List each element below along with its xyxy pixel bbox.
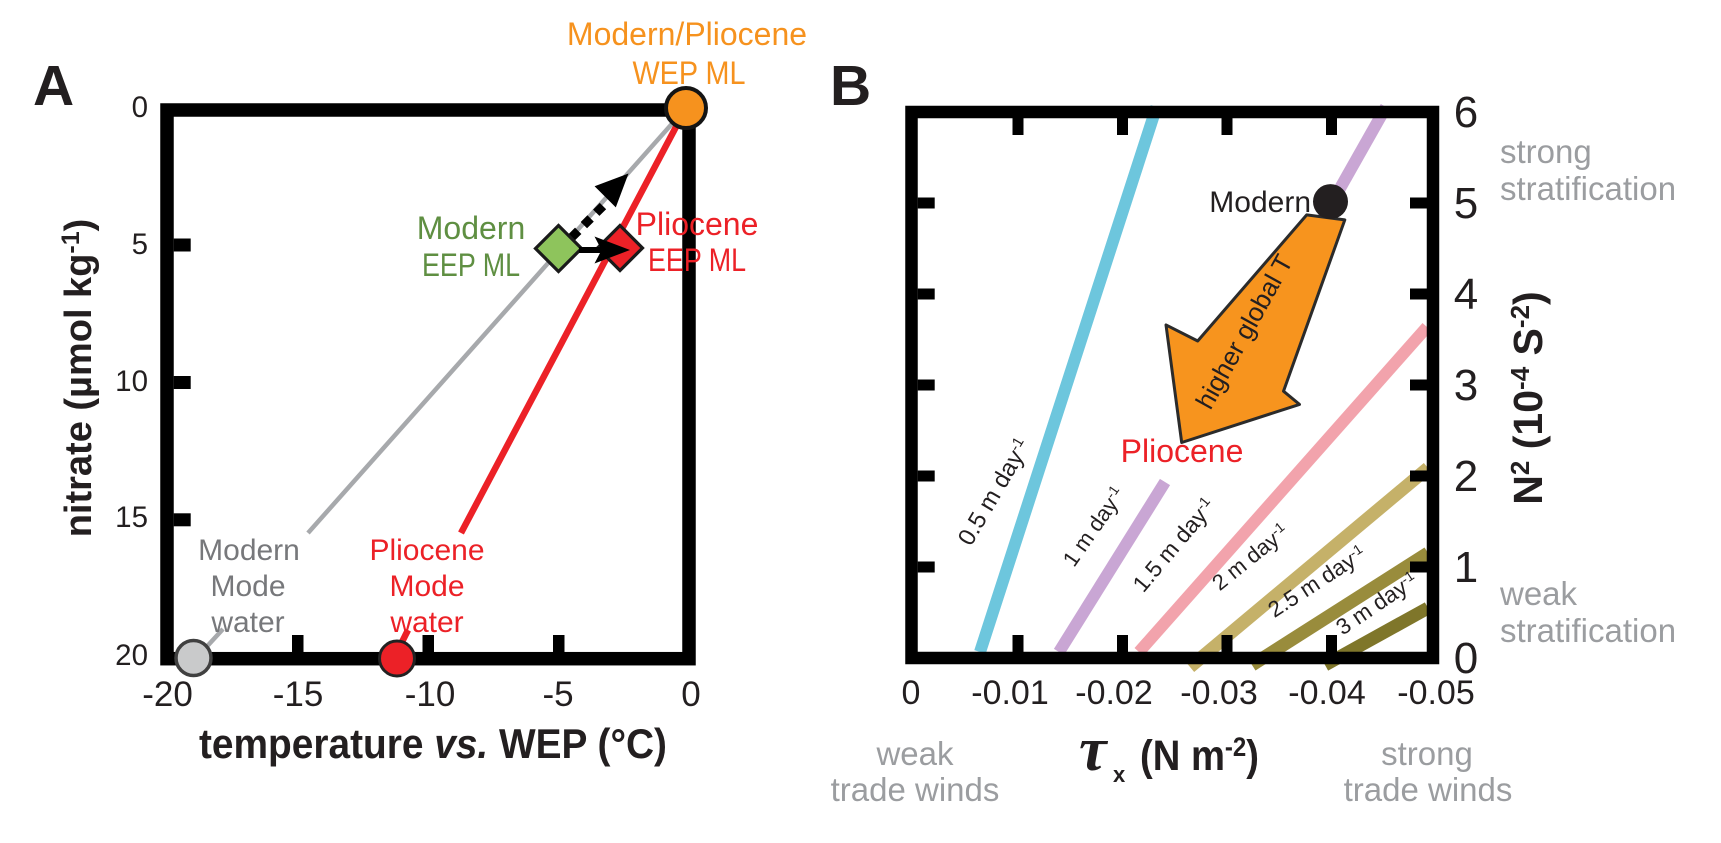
- svg-text:water: water: [210, 606, 284, 639]
- svg-text:trade winds: trade winds: [831, 771, 1000, 808]
- svg-text:2: 2: [1454, 452, 1478, 501]
- svg-text:-10: -10: [405, 675, 456, 714]
- svg-text:-0.01: -0.01: [971, 674, 1049, 712]
- svg-text:EEP ML: EEP ML: [648, 242, 746, 278]
- svg-text:-20: -20: [142, 675, 193, 714]
- svg-text:0: 0: [132, 91, 148, 124]
- svg-text:20: 20: [115, 639, 148, 672]
- svg-text:-0.05: -0.05: [1397, 674, 1475, 712]
- svg-text:x: x: [1113, 762, 1126, 787]
- svg-text:Pliocene: Pliocene: [636, 206, 759, 242]
- svg-text:15: 15: [115, 501, 148, 534]
- svg-text:-0.03: -0.03: [1180, 674, 1258, 712]
- svg-text:3: 3: [1454, 361, 1478, 410]
- svg-text:stratification: stratification: [1500, 612, 1676, 649]
- svg-text:-5: -5: [542, 675, 573, 714]
- svg-text:1: 1: [1454, 543, 1478, 592]
- svg-text:0: 0: [1454, 634, 1478, 683]
- svg-text:Modern/Pliocene: Modern/Pliocene: [567, 16, 807, 52]
- svg-text:-15: -15: [273, 675, 324, 714]
- svg-text:EEP ML: EEP ML: [422, 247, 520, 283]
- svg-text:stratification: stratification: [1500, 170, 1676, 207]
- svg-text:strong: strong: [1381, 735, 1473, 772]
- svg-text:temperature vs. WEP (°C): temperature vs. WEP (°C): [199, 720, 667, 767]
- svg-text:weak: weak: [875, 735, 954, 772]
- svg-text:nitrate (µmol kg-1): nitrate (µmol kg-1): [57, 219, 100, 538]
- svg-text:weak: weak: [1499, 575, 1578, 612]
- svg-text:4: 4: [1454, 270, 1478, 319]
- svg-text:τ: τ: [1079, 716, 1109, 784]
- svg-text:Mode: Mode: [210, 570, 285, 603]
- svg-text:6: 6: [1454, 88, 1478, 137]
- svg-text:10: 10: [115, 365, 148, 398]
- svg-text:-0.04: -0.04: [1288, 674, 1366, 712]
- svg-text:0: 0: [681, 675, 700, 714]
- svg-text:Pliocene: Pliocene: [1121, 433, 1244, 469]
- svg-text:5: 5: [1454, 179, 1478, 228]
- svg-text:5: 5: [132, 228, 148, 261]
- svg-text:Pliocene: Pliocene: [369, 534, 484, 567]
- svg-text:Modern: Modern: [417, 210, 526, 246]
- svg-text:water: water: [389, 606, 463, 639]
- svg-text:B: B: [830, 54, 871, 118]
- svg-text:strong: strong: [1500, 133, 1592, 170]
- svg-text:Modern: Modern: [198, 534, 300, 567]
- svg-text:Modern: Modern: [1209, 186, 1311, 219]
- svg-text:A: A: [33, 54, 74, 118]
- svg-text:-0.02: -0.02: [1075, 674, 1153, 712]
- svg-text:0: 0: [902, 674, 921, 712]
- svg-text:WEP ML: WEP ML: [633, 55, 746, 91]
- svg-text:trade winds: trade winds: [1344, 771, 1513, 808]
- svg-text:Mode: Mode: [389, 570, 464, 603]
